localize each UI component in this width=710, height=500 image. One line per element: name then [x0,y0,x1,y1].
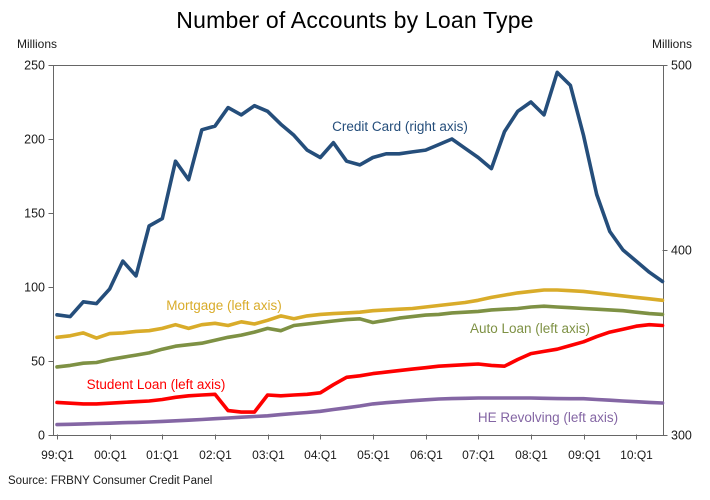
student-loan-label: Student Loan (left axis) [87,377,226,392]
he-revolving-label: HE Revolving (left axis) [478,410,618,425]
left-axis-tick-label: 0 [38,429,45,443]
right-axis-unit-label: Millions [651,37,692,51]
x-axis-tick-label: 00:Q1 [94,448,127,462]
auto-loan-label: Auto Loan (left axis) [470,321,590,336]
x-axis-tick-label: 02:Q1 [199,448,232,462]
x-axis-tick-label: 07:Q1 [462,448,495,462]
left-axis-unit-label: Millions [17,37,58,51]
chart-title: Number of Accounts by Loan Type [176,7,534,33]
right-axis-tick-label: 400 [671,244,692,258]
right-axis-tick-label: 500 [671,59,692,73]
x-axis-tick-label: 05:Q1 [357,448,390,462]
right-axis-tick-label: 300 [671,429,692,443]
left-axis-tick-label: 50 [31,355,45,369]
credit-card-label: Credit Card (right axis) [332,119,468,134]
left-axis-tick-label: 200 [24,133,45,147]
auto-loan-line [55,304,665,369]
left-axis-tick-label: 100 [24,281,45,295]
x-axis-tick-label: 99:Q1 [41,448,74,462]
credit-card-line [55,70,665,319]
x-axis-tick-label: 01:Q1 [146,448,179,462]
x-axis-tick-label: 04:Q1 [304,448,337,462]
x-axis-tick-label: 09:Q1 [568,448,601,462]
x-axis-tick-label: 10:Q1 [620,448,653,462]
left-axis-tick-label: 150 [24,207,45,221]
x-axis-tick-label: 08:Q1 [515,448,548,462]
mortgage-label: Mortgage (left axis) [166,298,282,313]
mortgage-line [55,288,665,340]
student-loan-line [55,322,665,414]
source-note: Source: FRBNY Consumer Credit Panel [8,475,213,487]
left-axis-tick-label: 250 [24,59,45,73]
x-axis-tick-label: 06:Q1 [410,448,443,462]
he-revolving-line [55,396,665,427]
x-axis-tick-label: 03:Q1 [252,448,285,462]
